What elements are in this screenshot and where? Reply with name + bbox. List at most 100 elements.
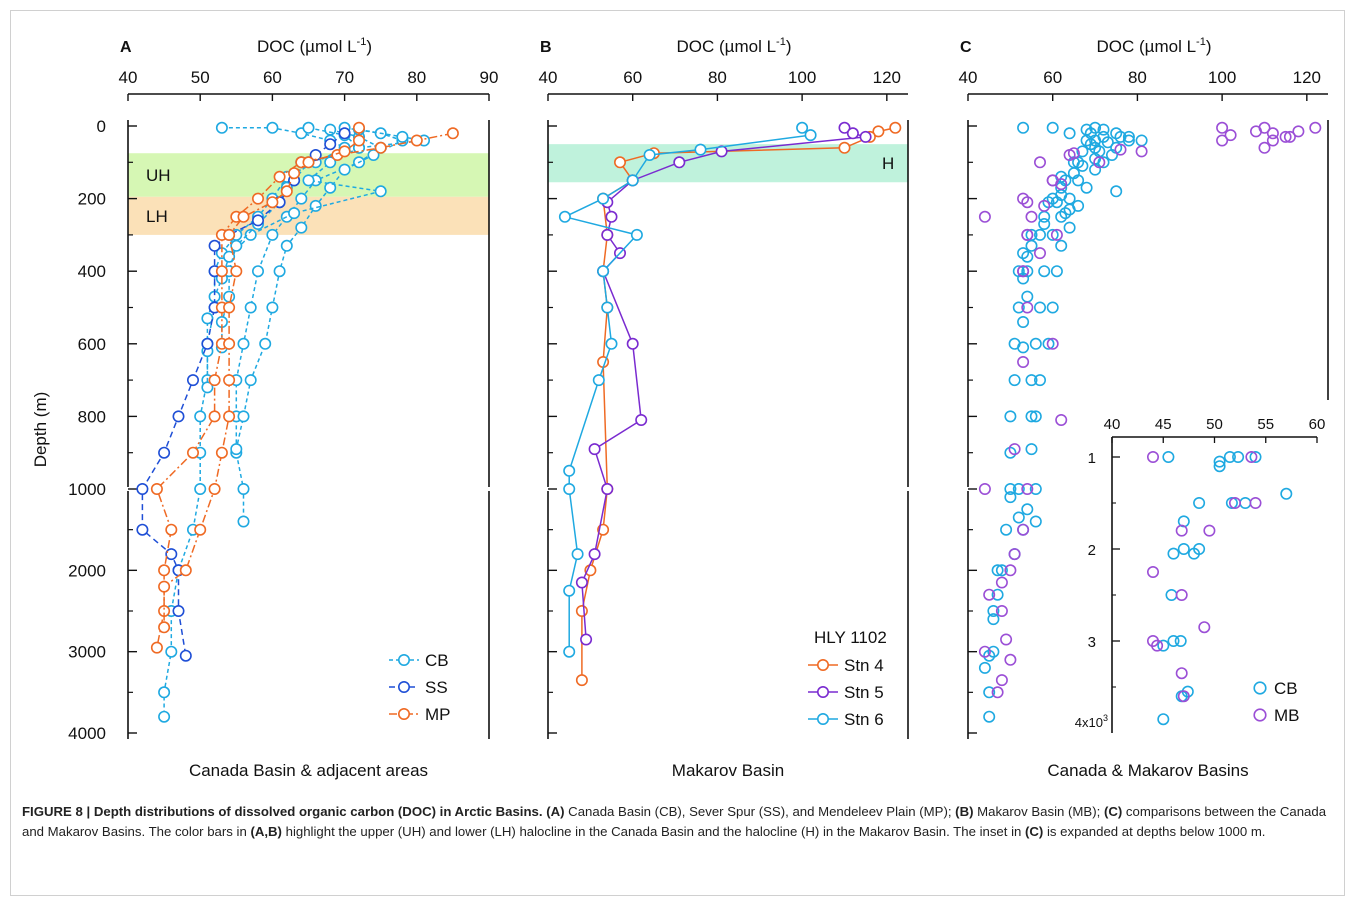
data-point (179, 564, 192, 577)
inset-y-tick-label: 1 (1088, 450, 1096, 467)
caption-a-key: (A) (546, 804, 565, 819)
data-point (987, 613, 1000, 626)
data-point (324, 138, 337, 151)
caption-c-text: comparisons between the Canada and Makar… (22, 804, 1327, 839)
data-point (1050, 228, 1063, 241)
legend-marker (397, 680, 410, 693)
data-point (201, 312, 214, 325)
data-point (338, 145, 351, 158)
data-point (252, 192, 265, 205)
y-axis-title: Depth (m) (31, 392, 50, 468)
data-point (1063, 149, 1076, 162)
x-tick-label: 40 (539, 68, 558, 87)
data-point (165, 523, 178, 536)
data-point (1038, 218, 1051, 231)
inset-data-point (1223, 450, 1236, 463)
data-point (396, 130, 409, 143)
data-point (252, 265, 265, 278)
inset-data-point (1213, 455, 1226, 468)
y-tick-label: 800 (78, 407, 106, 426)
panel-a: UH LH 40 50 60 70 80 90 DOC (µmol L-1) A 0 200 400 60… (31, 36, 499, 780)
data-point (626, 174, 639, 187)
data-point (1258, 141, 1271, 154)
data-point (859, 130, 872, 143)
caption-c-key: (C) (1103, 804, 1123, 819)
data-point (1025, 239, 1038, 252)
data-point (150, 641, 163, 654)
series-line (141, 132, 346, 656)
data-point (1025, 374, 1038, 387)
caption-ab-key: (A,B) (250, 824, 282, 839)
data-point (1063, 203, 1076, 216)
x-tick-label: 90 (480, 68, 499, 87)
x-tick-label: 80 (407, 68, 426, 87)
data-point (1279, 130, 1292, 143)
data-point (1216, 121, 1229, 134)
inset-x-tick-label: 40 (1104, 416, 1121, 433)
data-point (1021, 503, 1034, 516)
data-point (1224, 129, 1237, 142)
data-point (1012, 511, 1025, 524)
figure-border (10, 10, 1345, 896)
legend-label: Stn 4 (844, 656, 884, 675)
data-point (273, 265, 286, 278)
panel-b: H 40 60 80 100 120 DOC (µmol L-1) B HLY 1102 Stn … (538, 36, 918, 780)
data-point (230, 265, 243, 278)
x-axis-title-sup: -1 (776, 36, 786, 48)
y-tick-label: 2000 (68, 561, 106, 580)
inset-data-point (1157, 639, 1170, 652)
y-tick-label: 600 (78, 335, 106, 354)
data-point (367, 149, 380, 162)
band-h (548, 144, 908, 183)
y-tick-label: 200 (78, 190, 106, 209)
x-axis-title-main: DOC (µmol L (257, 37, 357, 56)
data-point (352, 134, 365, 147)
x-tick-label: 120 (873, 68, 901, 87)
y-tick-label: 1000 (68, 480, 106, 499)
data-point (158, 686, 171, 699)
data-point (838, 141, 851, 154)
data-point (352, 121, 365, 134)
data-point (1021, 250, 1034, 263)
data-point (1000, 523, 1013, 536)
series-line (156, 132, 454, 648)
legend-marker (1253, 681, 1267, 695)
data-point (324, 181, 337, 194)
data-point (1004, 410, 1017, 423)
series-line (206, 127, 381, 388)
inset-data-point (1229, 496, 1242, 509)
data-point (563, 482, 576, 495)
data-point (978, 482, 991, 495)
inset-data-point (1174, 634, 1187, 647)
series-mp (158, 121, 365, 634)
legend-label: MB (1274, 706, 1300, 725)
data-point (575, 674, 588, 687)
data-point (1106, 149, 1119, 162)
x-tick-label: 60 (1043, 68, 1062, 87)
series-line (235, 128, 383, 522)
data-point (266, 228, 279, 241)
data-point (1029, 482, 1042, 495)
caption-figure-label: FIGURE 8 | Depth distributions of dissol… (22, 804, 543, 819)
inset-data-point (1225, 496, 1238, 509)
data-point (1135, 134, 1148, 147)
inset-x-tick-label: 50 (1206, 416, 1223, 433)
data-point (872, 125, 885, 138)
data-point (187, 374, 200, 387)
data-point (1042, 337, 1055, 350)
data-point (580, 633, 593, 646)
data-point (1008, 548, 1021, 561)
band-label: LH (146, 207, 168, 226)
data-point (987, 645, 1000, 658)
data-point (1034, 374, 1047, 387)
data-point (838, 121, 851, 134)
data-point (804, 129, 817, 142)
inset-data-point (1147, 565, 1160, 578)
data-point (1004, 564, 1017, 577)
x-axis-title-end: ) (786, 37, 792, 56)
data-point (324, 123, 337, 136)
data-point (223, 290, 236, 303)
data-point (1046, 228, 1059, 241)
data-point (1017, 523, 1030, 536)
data-point (230, 239, 243, 252)
